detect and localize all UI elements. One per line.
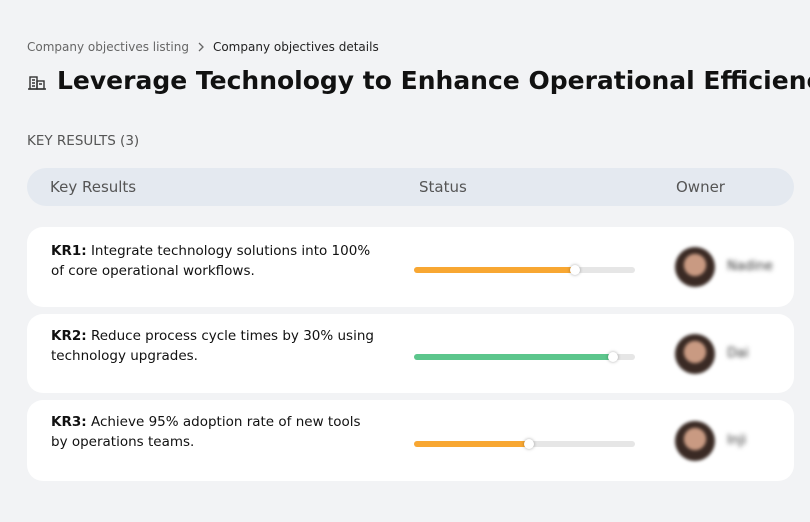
owner-name: Nadine — [727, 259, 773, 274]
key-result-row: KR1: Integrate technology solutions into… — [27, 227, 794, 307]
section-label: KEY RESULTS (3) — [27, 133, 140, 149]
table-header: Key Results Status Owner — [27, 168, 794, 206]
progress-knob — [523, 438, 534, 449]
key-result-description: Reduce process cycle times by 30% using … — [51, 328, 374, 364]
column-header: Status — [419, 178, 467, 196]
progress-knob — [607, 351, 618, 362]
key-result-row: KR2: Reduce process cycle times by 30% u… — [27, 314, 794, 393]
progress-fill — [414, 267, 576, 273]
breadcrumb-link[interactable]: Company objectives listing — [27, 40, 189, 54]
progress-track — [414, 438, 635, 449]
title-row: Leverage Technology to Enhance Operation… — [27, 66, 810, 95]
owner-name: Dai — [727, 345, 749, 361]
progress-fill — [414, 353, 613, 360]
owner-avatar — [675, 247, 715, 287]
key-result-description: Integrate technology solutions into 100%… — [51, 243, 371, 279]
key-result-id: KR3: — [51, 414, 87, 430]
page-title: Leverage Technology to Enhance Operation… — [57, 66, 810, 95]
key-result-description: Achieve 95% adoption rate of new tools b… — [51, 414, 361, 450]
progress-fill — [414, 440, 529, 447]
key-result-row: KR3: Achieve 95% adoption rate of new to… — [27, 400, 794, 481]
owner-name: Inji — [727, 432, 747, 448]
key-result-text: KR2: Reduce process cycle times by 30% u… — [51, 326, 381, 366]
key-result-text: KR3: Achieve 95% adoption rate of new to… — [51, 412, 381, 452]
progress-track — [414, 265, 635, 275]
progress-knob — [570, 265, 581, 275]
breadcrumb-current: Company objectives details — [212, 40, 379, 54]
chevron — [198, 42, 204, 52]
column-header: Owner — [676, 178, 725, 196]
building-icon — [28, 75, 46, 90]
key-result-text: KR1: Integrate technology solutions into… — [51, 241, 381, 281]
column-header: Key Results — [50, 178, 137, 196]
progress-track — [414, 351, 635, 362]
breadcrumb: Company objectives listing Company objec… — [27, 40, 379, 54]
key-result-id: KR1: — [51, 243, 87, 259]
owner-avatar — [675, 420, 715, 461]
owner-avatar — [675, 333, 715, 374]
key-result-id: KR2: — [51, 328, 87, 344]
